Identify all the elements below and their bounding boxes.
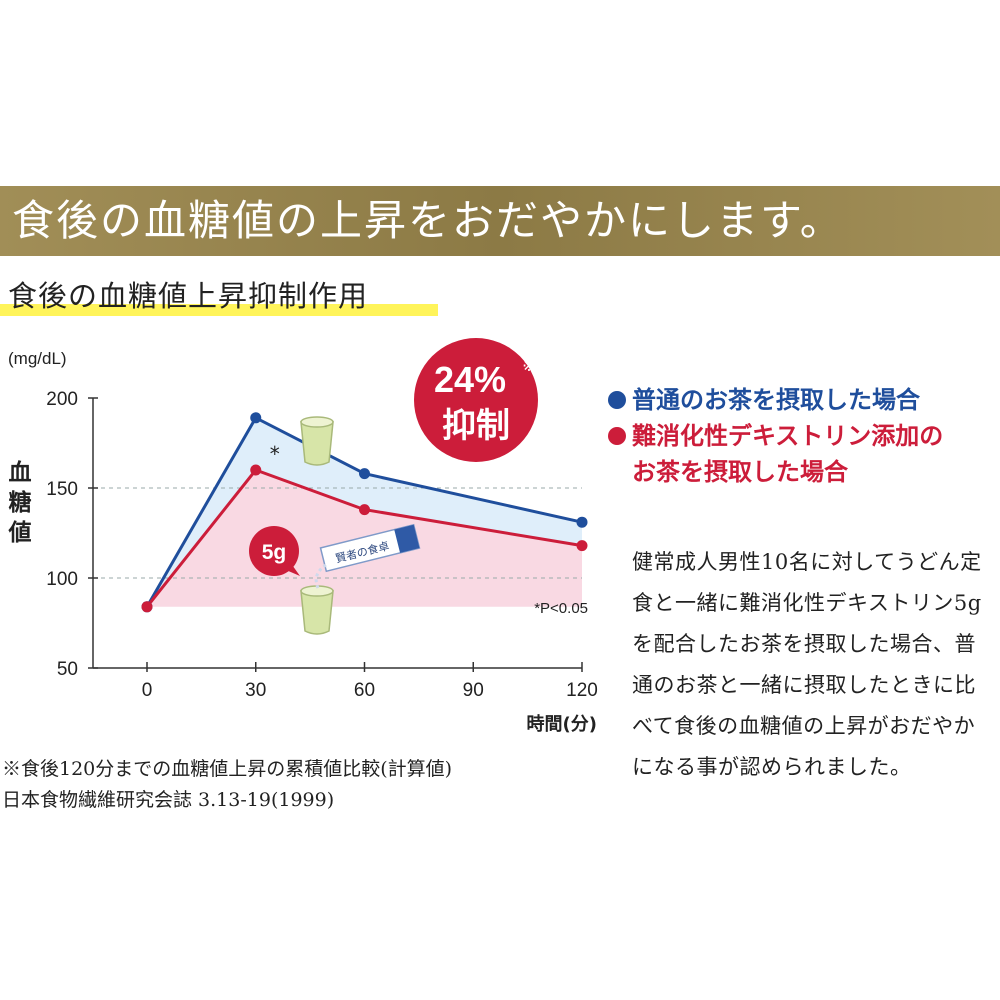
data-point-blue	[250, 412, 262, 424]
data-point-red	[359, 504, 370, 516]
footnotes: ※食後120分までの血糖値上昇の累積値比較(計算値) 日本食物繊維研究会誌 3.…	[2, 754, 452, 816]
legend-red-dot	[608, 427, 626, 445]
x-axis-label: 時間(分)	[527, 714, 597, 735]
subtitle-highlight	[0, 304, 438, 316]
x-tick-label-120: 120	[566, 680, 598, 701]
legend-item-red: 難消化性デキストリン添加の	[608, 418, 943, 454]
legend-red-label-1: 難消化性デキストリン添加の	[632, 422, 944, 450]
data-point-blue	[359, 468, 370, 480]
y-tick-label-50: 50	[57, 659, 78, 680]
y-axis-label-char: 糖	[9, 489, 32, 516]
legend-red-label-2: お茶を摂取した場合	[632, 458, 848, 486]
y-tick-label-100: 100	[46, 569, 78, 590]
study-description: 健常成人男性10名に対してうどん定食と一緒に難消化性デキストリン5gを配合したお…	[632, 550, 982, 779]
y-axis-unit: (mg/dL)	[8, 349, 67, 368]
reduction-badge	[414, 338, 538, 462]
legend-blue-dot	[608, 391, 626, 409]
data-point-red	[250, 464, 262, 476]
tea-cup-icon	[300, 421, 334, 466]
y-axis-label-char: 血	[9, 459, 32, 486]
reduction-badge-percent: 24%	[434, 359, 506, 400]
reduction-badge-label: 抑制	[442, 406, 510, 446]
series-line-red	[145, 468, 583, 608]
significance-mark: *	[270, 442, 280, 466]
legend: 普通のお茶を摂取した場合 難消化性デキストリン添加の お茶を摂取した場合	[608, 382, 943, 490]
amount-badge	[249, 526, 299, 576]
footnote-calculation: ※食後120分までの血糖値上昇の累積値比較(計算値)	[2, 758, 453, 780]
y-tick-label-200: 200	[46, 389, 78, 410]
data-point-red	[141, 601, 153, 613]
y-tick-label-150: 150	[46, 479, 78, 500]
x-tick-label-90: 90	[463, 680, 484, 701]
data-point-blue	[576, 516, 588, 528]
x-tick-label-30: 30	[245, 680, 266, 701]
product-stick-cap	[394, 524, 420, 553]
banner-title: 食後の血糖値の上昇をおだやかにします。	[12, 196, 844, 245]
legend-item-red-cont: お茶を摂取した場合	[608, 454, 943, 490]
amount-badge-tail	[286, 562, 300, 576]
footnote-citation: 日本食物繊維研究会誌 3.13-19(1999)	[2, 789, 335, 811]
amount-badge-label: 5g	[262, 541, 287, 564]
powder-stream	[314, 563, 327, 589]
tea-cup-icon-rim	[300, 416, 334, 428]
tea-cup-with-fiber-icon	[300, 590, 334, 635]
x-tick-label-0: 0	[142, 680, 153, 701]
legend-blue-label: 普通のお茶を摂取した場合	[632, 386, 920, 414]
chart-subtitle: 食後の血糖値上昇抑制作用	[8, 279, 369, 313]
y-axis-label-char: 値	[8, 520, 32, 546]
legend-item-blue: 普通のお茶を摂取した場合	[608, 382, 943, 418]
data-point-red	[576, 540, 588, 552]
significance-note: *P<0.05	[534, 600, 588, 617]
x-tick-label-60: 60	[354, 680, 375, 701]
reduction-badge-mark: ※	[522, 356, 535, 375]
title-banner: 食後の血糖値の上昇をおだやかにします。	[0, 186, 1000, 256]
